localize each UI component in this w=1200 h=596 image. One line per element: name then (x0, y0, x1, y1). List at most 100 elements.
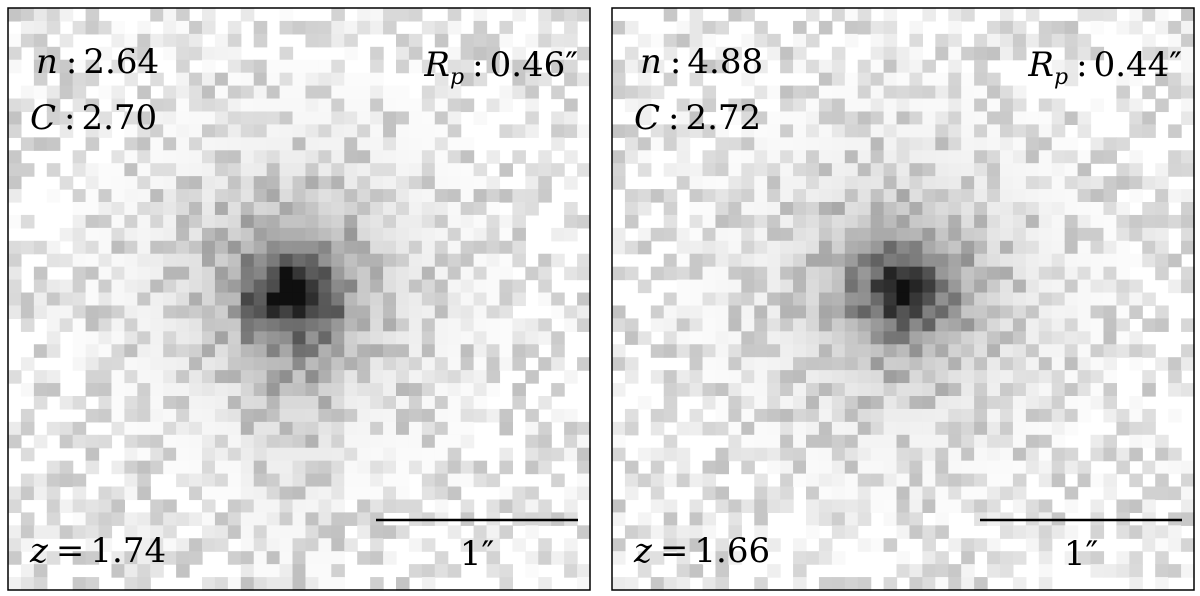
pixel (1155, 46, 1169, 61)
pixel (650, 421, 665, 436)
pixel (499, 20, 513, 35)
pixel (163, 227, 177, 242)
pixel (357, 344, 371, 358)
pixel (896, 331, 911, 345)
pixel (637, 447, 652, 462)
pixel (421, 253, 436, 268)
pixel (447, 357, 462, 371)
pixel (370, 8, 384, 22)
pixel (85, 279, 100, 294)
pixel (434, 279, 449, 294)
pixel (150, 98, 164, 113)
pixel (922, 551, 936, 565)
pixel (870, 279, 885, 294)
pixel (935, 163, 949, 177)
pixel (383, 214, 397, 229)
pixel (961, 538, 975, 552)
pixel (844, 8, 859, 22)
pixel (331, 150, 345, 164)
pixel (754, 383, 768, 397)
pixel (1077, 305, 1092, 319)
pixel (214, 176, 229, 190)
pixel (857, 383, 872, 397)
pixel (72, 318, 87, 332)
pixel (357, 85, 371, 100)
pixel (111, 214, 125, 229)
pixel (538, 292, 552, 307)
pixel (961, 253, 975, 268)
pixel (806, 525, 820, 539)
pixel (1038, 525, 1053, 539)
pixel (922, 460, 936, 475)
pixel (909, 331, 923, 345)
pixel (189, 72, 203, 87)
pixel (344, 447, 358, 462)
pixel (305, 318, 319, 332)
pixel (1064, 525, 1079, 539)
pixel (111, 564, 125, 578)
pixel (1090, 214, 1105, 229)
pixel (344, 240, 358, 255)
pixel (240, 551, 255, 565)
pixel (806, 460, 820, 475)
pixel (85, 176, 100, 190)
pixel (1051, 434, 1066, 449)
pixel (702, 486, 717, 501)
pixel (922, 318, 936, 332)
pixel (421, 447, 436, 462)
pixel (434, 240, 449, 255)
pixel (59, 421, 74, 436)
pixel (370, 525, 384, 539)
pixel (227, 72, 242, 87)
pixel (111, 98, 125, 113)
pixel (1090, 434, 1105, 449)
pixel (137, 551, 151, 565)
pixel (331, 202, 345, 216)
pixel (1064, 357, 1079, 371)
pixel (214, 46, 229, 61)
pixel (1038, 137, 1053, 151)
pixel (780, 85, 794, 100)
pixel (1025, 396, 1040, 410)
pixel (396, 305, 410, 319)
pixel (909, 176, 923, 190)
pixel (59, 176, 74, 190)
pixel (987, 370, 1001, 384)
label-c: C:2.70 (30, 98, 157, 138)
pixel (214, 163, 229, 177)
pixel (357, 305, 371, 319)
pixel (1038, 499, 1053, 513)
pixel (214, 124, 229, 138)
pixel (1129, 525, 1143, 539)
pixel (240, 538, 255, 552)
pixel (266, 408, 281, 423)
pixel (408, 33, 423, 48)
pixel (922, 163, 936, 177)
pixel (292, 370, 307, 384)
pixel (266, 318, 281, 332)
pixel (8, 214, 22, 229)
pixel (538, 253, 552, 268)
pixel (499, 305, 513, 319)
pixel (870, 499, 885, 513)
pixel (577, 266, 591, 281)
pixel (279, 421, 294, 436)
pixel (870, 214, 885, 229)
pixel (987, 33, 1001, 48)
pixel (331, 538, 345, 552)
pixel (1012, 98, 1027, 113)
pixel (318, 460, 332, 475)
pixel (331, 163, 345, 177)
pixel (137, 370, 151, 384)
pixel (396, 383, 410, 397)
pixel (72, 421, 87, 436)
pixel (383, 447, 397, 462)
pixel (870, 383, 885, 397)
pixel (447, 408, 462, 423)
pixel (922, 124, 936, 138)
pixel (793, 202, 807, 216)
pixel (189, 473, 203, 488)
pixel (163, 240, 177, 255)
pixel (909, 124, 923, 138)
pixel (922, 331, 936, 345)
